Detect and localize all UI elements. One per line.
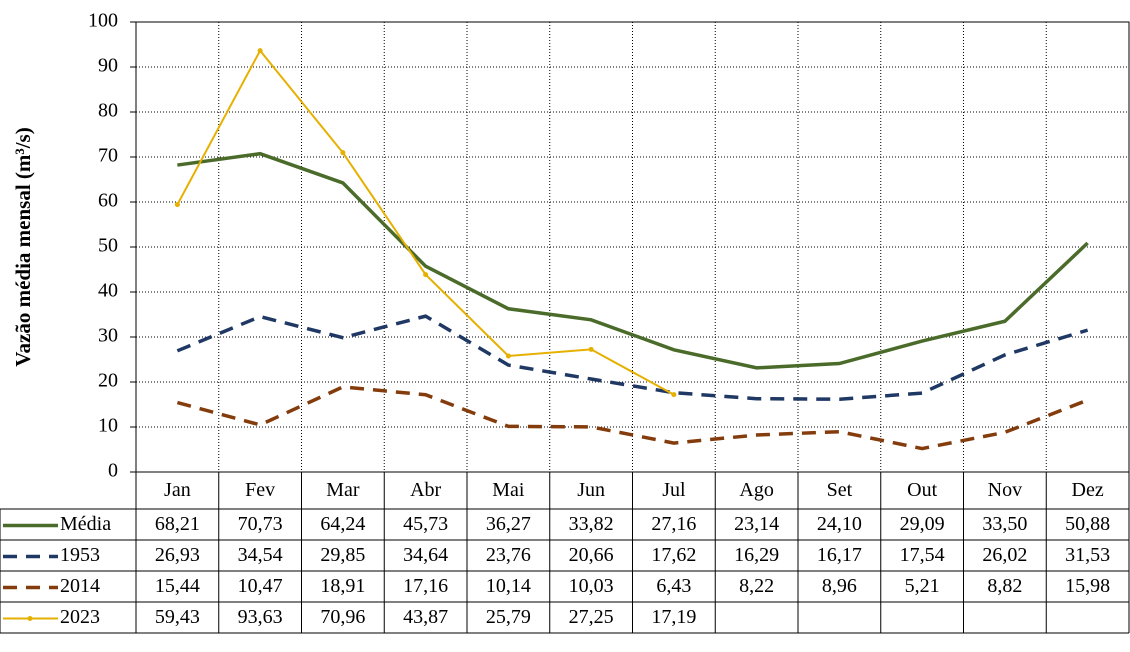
table-value: 93,63: [238, 606, 283, 628]
table-value: 25,79: [486, 606, 531, 628]
table-value: 16,17: [817, 544, 862, 566]
y-tick-label: 20: [98, 370, 118, 392]
x-tick-label: Jan: [164, 479, 191, 501]
legend-marker: [27, 616, 33, 621]
table-value: 23,14: [734, 513, 779, 535]
table-value: 17,19: [651, 606, 696, 628]
table-value: 33,82: [569, 513, 614, 535]
table-value: 33,50: [982, 513, 1027, 535]
table-value: 17,62: [651, 544, 696, 566]
y-tick-label: 90: [98, 55, 118, 77]
series-marker: [505, 353, 511, 359]
table-value: 45,73: [403, 513, 448, 535]
y-tick-label: 80: [98, 100, 118, 122]
series-marker: [588, 346, 594, 352]
y-tick-label: 10: [98, 415, 118, 437]
series-line: [176, 385, 1089, 451]
x-tick-label: Ago: [739, 479, 773, 501]
table-value: 34,64: [403, 544, 448, 566]
series-marker: [340, 150, 346, 156]
series-line: [176, 48, 675, 396]
table-value: 20,66: [569, 544, 614, 566]
series-marker: [174, 202, 180, 208]
y-tick-label: 0: [108, 460, 118, 482]
x-tick-label: Jul: [662, 479, 686, 501]
series-line: [176, 314, 1089, 401]
table-value: 26,93: [155, 544, 200, 566]
table-value: 43,87: [403, 606, 448, 628]
legend-label: 2023: [60, 606, 100, 628]
table-value: 10,03: [569, 575, 614, 597]
x-tick-label: Dez: [1072, 479, 1104, 501]
x-tick-label: Jun: [577, 479, 605, 501]
table-value: 26,02: [982, 544, 1027, 566]
x-tick-label: Out: [907, 479, 937, 501]
x-tick-label: Mai: [492, 479, 525, 501]
x-tick-label: Mar: [326, 479, 360, 501]
table-value: 24,10: [817, 513, 862, 535]
table-value: 27,25: [569, 606, 614, 628]
table-value: 10,47: [238, 575, 283, 597]
table-value: 16,29: [734, 544, 779, 566]
y-tick-label: 40: [98, 280, 118, 302]
legend-label: 1953: [60, 544, 100, 566]
table-value: 70,73: [238, 513, 283, 535]
table-value: 8,82: [987, 575, 1022, 597]
series-marker: [671, 392, 677, 398]
table-value: 59,43: [155, 606, 200, 628]
table-value: 15,98: [1065, 575, 1110, 597]
x-tick-label: Abr: [410, 479, 441, 501]
table-value: 10,14: [486, 575, 531, 597]
series-marker: [257, 48, 263, 54]
table-value: 29,85: [320, 544, 365, 566]
table-value: 8,96: [822, 575, 857, 597]
table-value: 29,09: [900, 513, 945, 535]
table-value: 70,96: [320, 606, 365, 628]
series-line: [177, 151, 1089, 370]
table-value: 8,22: [739, 575, 774, 597]
x-tick-label: Fev: [245, 479, 275, 501]
y-tick-label: 70: [98, 145, 118, 167]
x-tick-label: Nov: [988, 479, 1022, 501]
table-value: 64,24: [320, 513, 365, 535]
table-value: 68,21: [155, 513, 200, 535]
x-tick-label: Set: [827, 479, 853, 501]
y-tick-label: 100: [88, 10, 118, 32]
table-value: 6,43: [656, 575, 691, 597]
y-tick-label: 60: [98, 190, 118, 212]
legend-label: Média: [60, 513, 111, 535]
table-value: 50,88: [1065, 513, 1110, 535]
series-marker: [423, 272, 429, 278]
y-tick-label: 50: [98, 235, 118, 257]
table-value: 17,16: [403, 575, 448, 597]
y-tick-label: 30: [98, 325, 118, 347]
y-axis-title: Vazão média mensal (m³/s): [11, 127, 35, 366]
table-value: 34,54: [238, 544, 283, 566]
table-value: 31,53: [1065, 544, 1110, 566]
table-value: 23,76: [486, 544, 531, 566]
legend-label: 2014: [60, 575, 100, 597]
table-value: 15,44: [155, 575, 200, 597]
table-value: 17,54: [900, 544, 945, 566]
table-value: 27,16: [651, 513, 696, 535]
table-value: 18,91: [320, 575, 365, 597]
table-value: 5,21: [905, 575, 940, 597]
table-value: 36,27: [486, 513, 531, 535]
